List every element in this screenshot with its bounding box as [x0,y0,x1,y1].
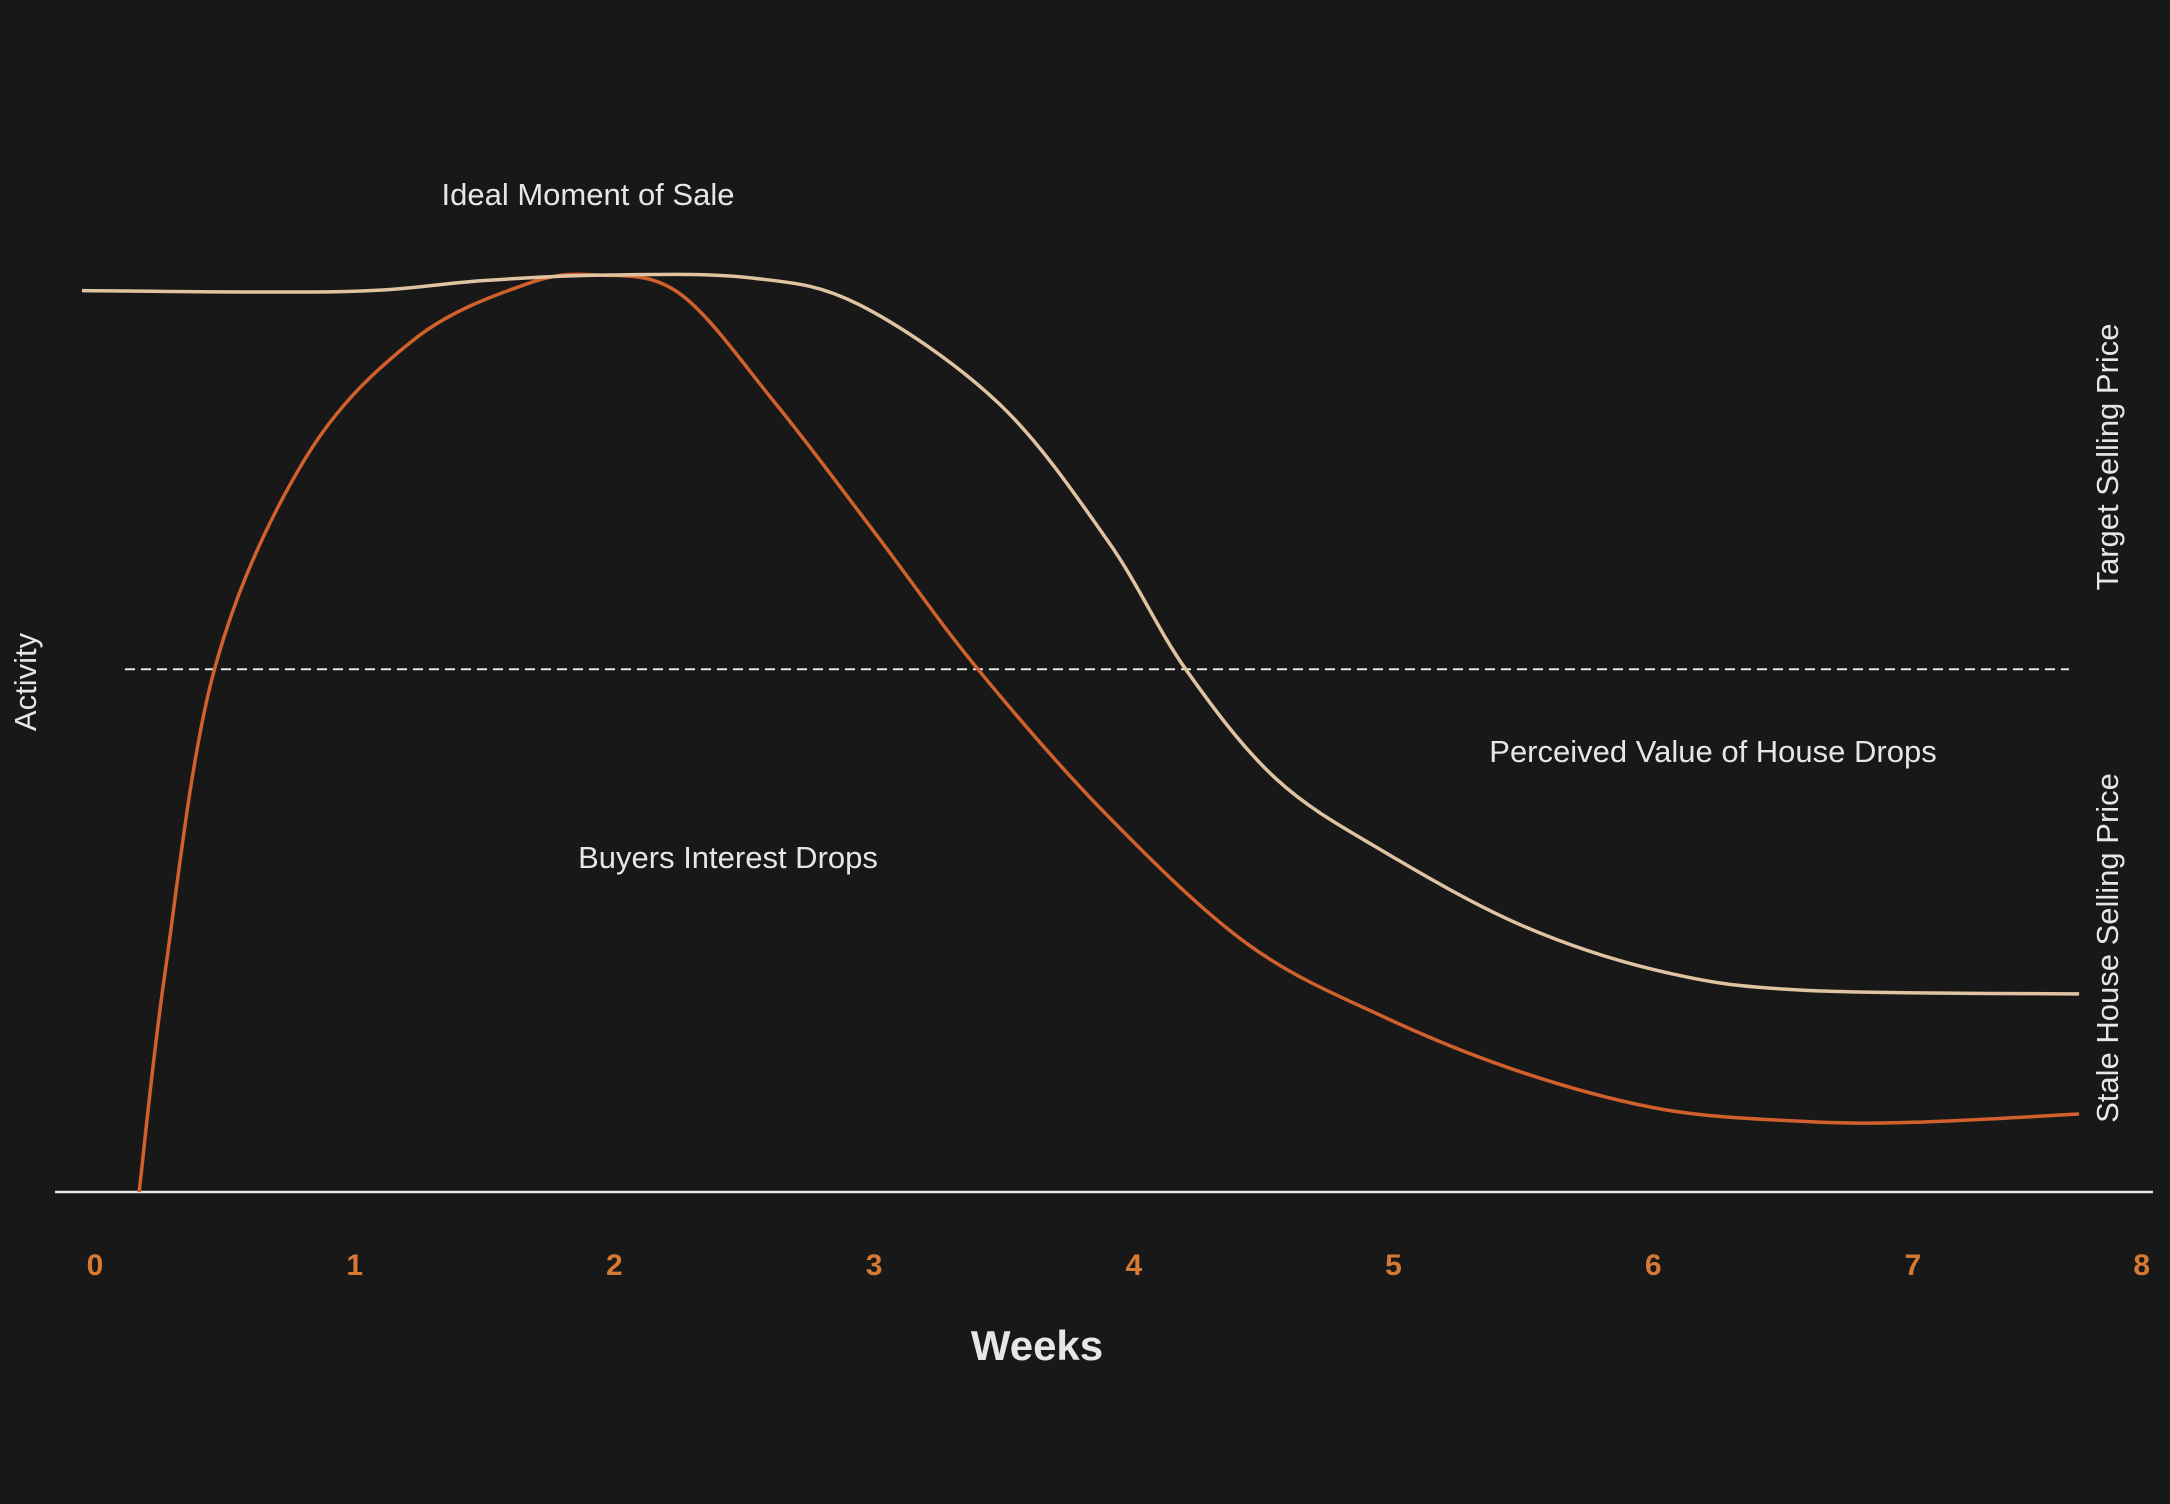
annotation-ideal-moment: Ideal Moment of Sale [442,177,735,212]
x-tick-label: 4 [1125,1249,1142,1282]
x-tick-label: 5 [1385,1249,1402,1282]
x-tick-label: 2 [606,1249,623,1282]
x-tick-label: 3 [866,1249,883,1282]
x-axis-label: Weeks [971,1322,1103,1369]
right-label-target-price: Target Selling Price [2090,323,2125,590]
x-tick-label: 6 [1645,1249,1662,1282]
annotation-perceived-value: Perceived Value of House Drops [1489,734,1936,769]
x-tick-label: 1 [346,1249,363,1282]
perceived-value-line [82,272,2080,996]
buyers-interest-line [137,272,2080,1193]
annotation-buyers-interest: Buyers Interest Drops [578,840,878,875]
x-tick-label: 7 [1905,1249,1922,1282]
right-label-stale-price: Stale House Selling Price [2090,773,2125,1123]
x-tick-label: 0 [87,1249,104,1282]
y-axis-label: Activity [8,632,43,731]
x-tick-label: 8 [2133,1249,2150,1282]
